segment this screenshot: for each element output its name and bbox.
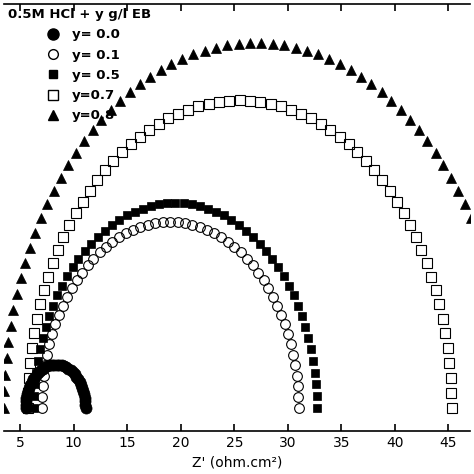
Legend: y= 0.0, y= 0.1, y= 0.5, y=0.7, y=0.8: y= 0.0, y= 0.1, y= 0.5, y=0.7, y=0.8: [8, 8, 151, 122]
X-axis label: Z' (ohm.cm²): Z' (ohm.cm²): [192, 456, 282, 470]
